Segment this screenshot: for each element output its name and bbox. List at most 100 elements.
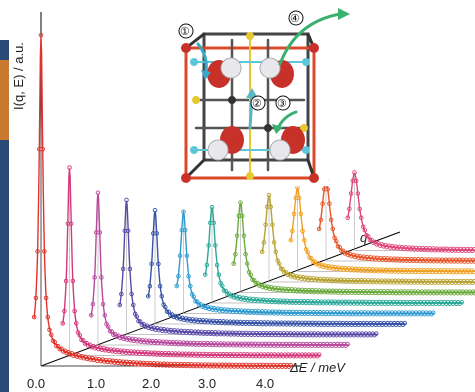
spectra-group [31, 32, 475, 369]
spectrum-data-point [67, 165, 72, 170]
spectrum-data-point [282, 270, 287, 275]
spectrum-data-point [177, 253, 183, 259]
atom-yellow [300, 124, 308, 132]
spectrum-data-point [47, 327, 52, 333]
spectrum-data-point [352, 170, 357, 175]
spectrum-data-point [302, 238, 307, 243]
atom-dark [228, 96, 236, 104]
spectrum-data-point [90, 301, 96, 307]
spectrum-data-point [211, 220, 216, 226]
badge-4 [288, 10, 304, 26]
spectrum-data-point [213, 243, 218, 248]
badge-3 [275, 95, 291, 111]
spectrum-data-point [459, 299, 464, 305]
spectrum-data-point [174, 283, 179, 289]
spectrum-data-point [214, 262, 220, 268]
depth-axis-label: q [360, 230, 368, 245]
spectrum-data-point [471, 278, 475, 284]
spectrum-data-point [54, 343, 59, 349]
spectrum-data-point [367, 237, 373, 243]
spectrum-data-point [74, 321, 79, 326]
badge-4-text: ④ [290, 13, 300, 25]
spectrum-data-point [362, 227, 368, 233]
atom-red [181, 173, 191, 183]
spectrum-data-point [263, 222, 268, 227]
atom-cyan [190, 146, 198, 154]
spectrum-data-point [347, 206, 352, 212]
spectrum-data-point [359, 215, 364, 220]
spectrum-data-point [373, 331, 379, 336]
atom-dark [264, 124, 272, 132]
spectrum-data-point [365, 234, 371, 239]
spectrum-data-point [152, 208, 158, 213]
spectrum-data-point [204, 262, 210, 268]
spectrum-data-point [88, 313, 94, 318]
spectrum-data-point [291, 211, 297, 217]
spectrum-data-point [125, 228, 131, 234]
atom-red [309, 173, 319, 183]
spectrum-data-point [234, 233, 240, 238]
spectrum-data-point [308, 256, 314, 261]
x-tick-1: 1.0 [87, 376, 105, 391]
spectrum-data-point [353, 178, 359, 184]
structure-inset: ① ② ③ ④ [176, 8, 350, 186]
guest-molecules [207, 57, 305, 161]
arrow-head-3 [272, 124, 283, 134]
spectrum-data-point [334, 239, 339, 244]
spectrum-data-point [164, 309, 170, 314]
spectrum-data-point [186, 274, 191, 279]
spectrum-data-point [72, 308, 77, 314]
spectrum-data-point [327, 201, 332, 206]
spectrum-data-point [266, 192, 272, 198]
spectrum-data-point [268, 204, 273, 210]
left-photo-strip [0, 40, 9, 392]
spectrum-data-point [145, 293, 151, 299]
spectrum-data-point [70, 278, 76, 284]
spectrum-data-point [107, 328, 113, 334]
spectrum-data-point [348, 191, 354, 196]
spectrum-data-point [31, 314, 37, 320]
spectrum-data-point [261, 240, 267, 245]
atom-yellow [192, 96, 200, 104]
spectrum-data-point [231, 261, 236, 266]
spectrum-data-point [191, 294, 197, 300]
spectrum-data-point [337, 245, 342, 250]
x-tick-4: 4.0 [256, 376, 274, 391]
spectrum-data-point [182, 227, 188, 233]
spectrum-data-point [345, 341, 350, 347]
molecule-white [207, 139, 229, 161]
x-axis-label: ΔE / meV [289, 360, 346, 375]
spectrum-data-point [102, 313, 108, 318]
depth-axis [40, 231, 401, 367]
spectrum-data-point [181, 209, 186, 214]
atom-cyan [302, 58, 310, 66]
spectrum-data-point [35, 249, 40, 254]
spectrum-data-point [277, 261, 282, 266]
spectrum-data-point [176, 274, 181, 279]
spectrum-data-point [120, 266, 126, 272]
spectrum-data-point [49, 332, 54, 338]
spectrum-data-point [106, 324, 111, 329]
spectrum-data-point [127, 266, 133, 272]
spectrum-data-point [233, 251, 238, 257]
molecule-white [269, 139, 291, 161]
spectrum-data-point [95, 190, 101, 195]
spectrum-data-point [430, 310, 436, 315]
spectrum-data-point [316, 352, 322, 357]
spectrum-data-point [325, 187, 330, 192]
atom-yellow [246, 32, 254, 40]
spectrum-data-point [320, 201, 325, 206]
spectrum-data-point [77, 333, 83, 338]
back-frame [202, 32, 310, 162]
badge-1 [178, 23, 194, 39]
spectrum-data-point [188, 283, 193, 289]
spectrum-data-point [92, 275, 97, 280]
spectrum-data-point [245, 261, 250, 266]
spectrum-data-point [159, 293, 165, 299]
x-tick-2: 2.0 [142, 376, 160, 391]
atom-cyan [302, 146, 310, 154]
badge-3-text: ③ [277, 98, 287, 110]
spectrum-data-point [259, 249, 265, 255]
spectrum-data-point [163, 304, 168, 310]
spectrum-fit-line [233, 201, 475, 294]
